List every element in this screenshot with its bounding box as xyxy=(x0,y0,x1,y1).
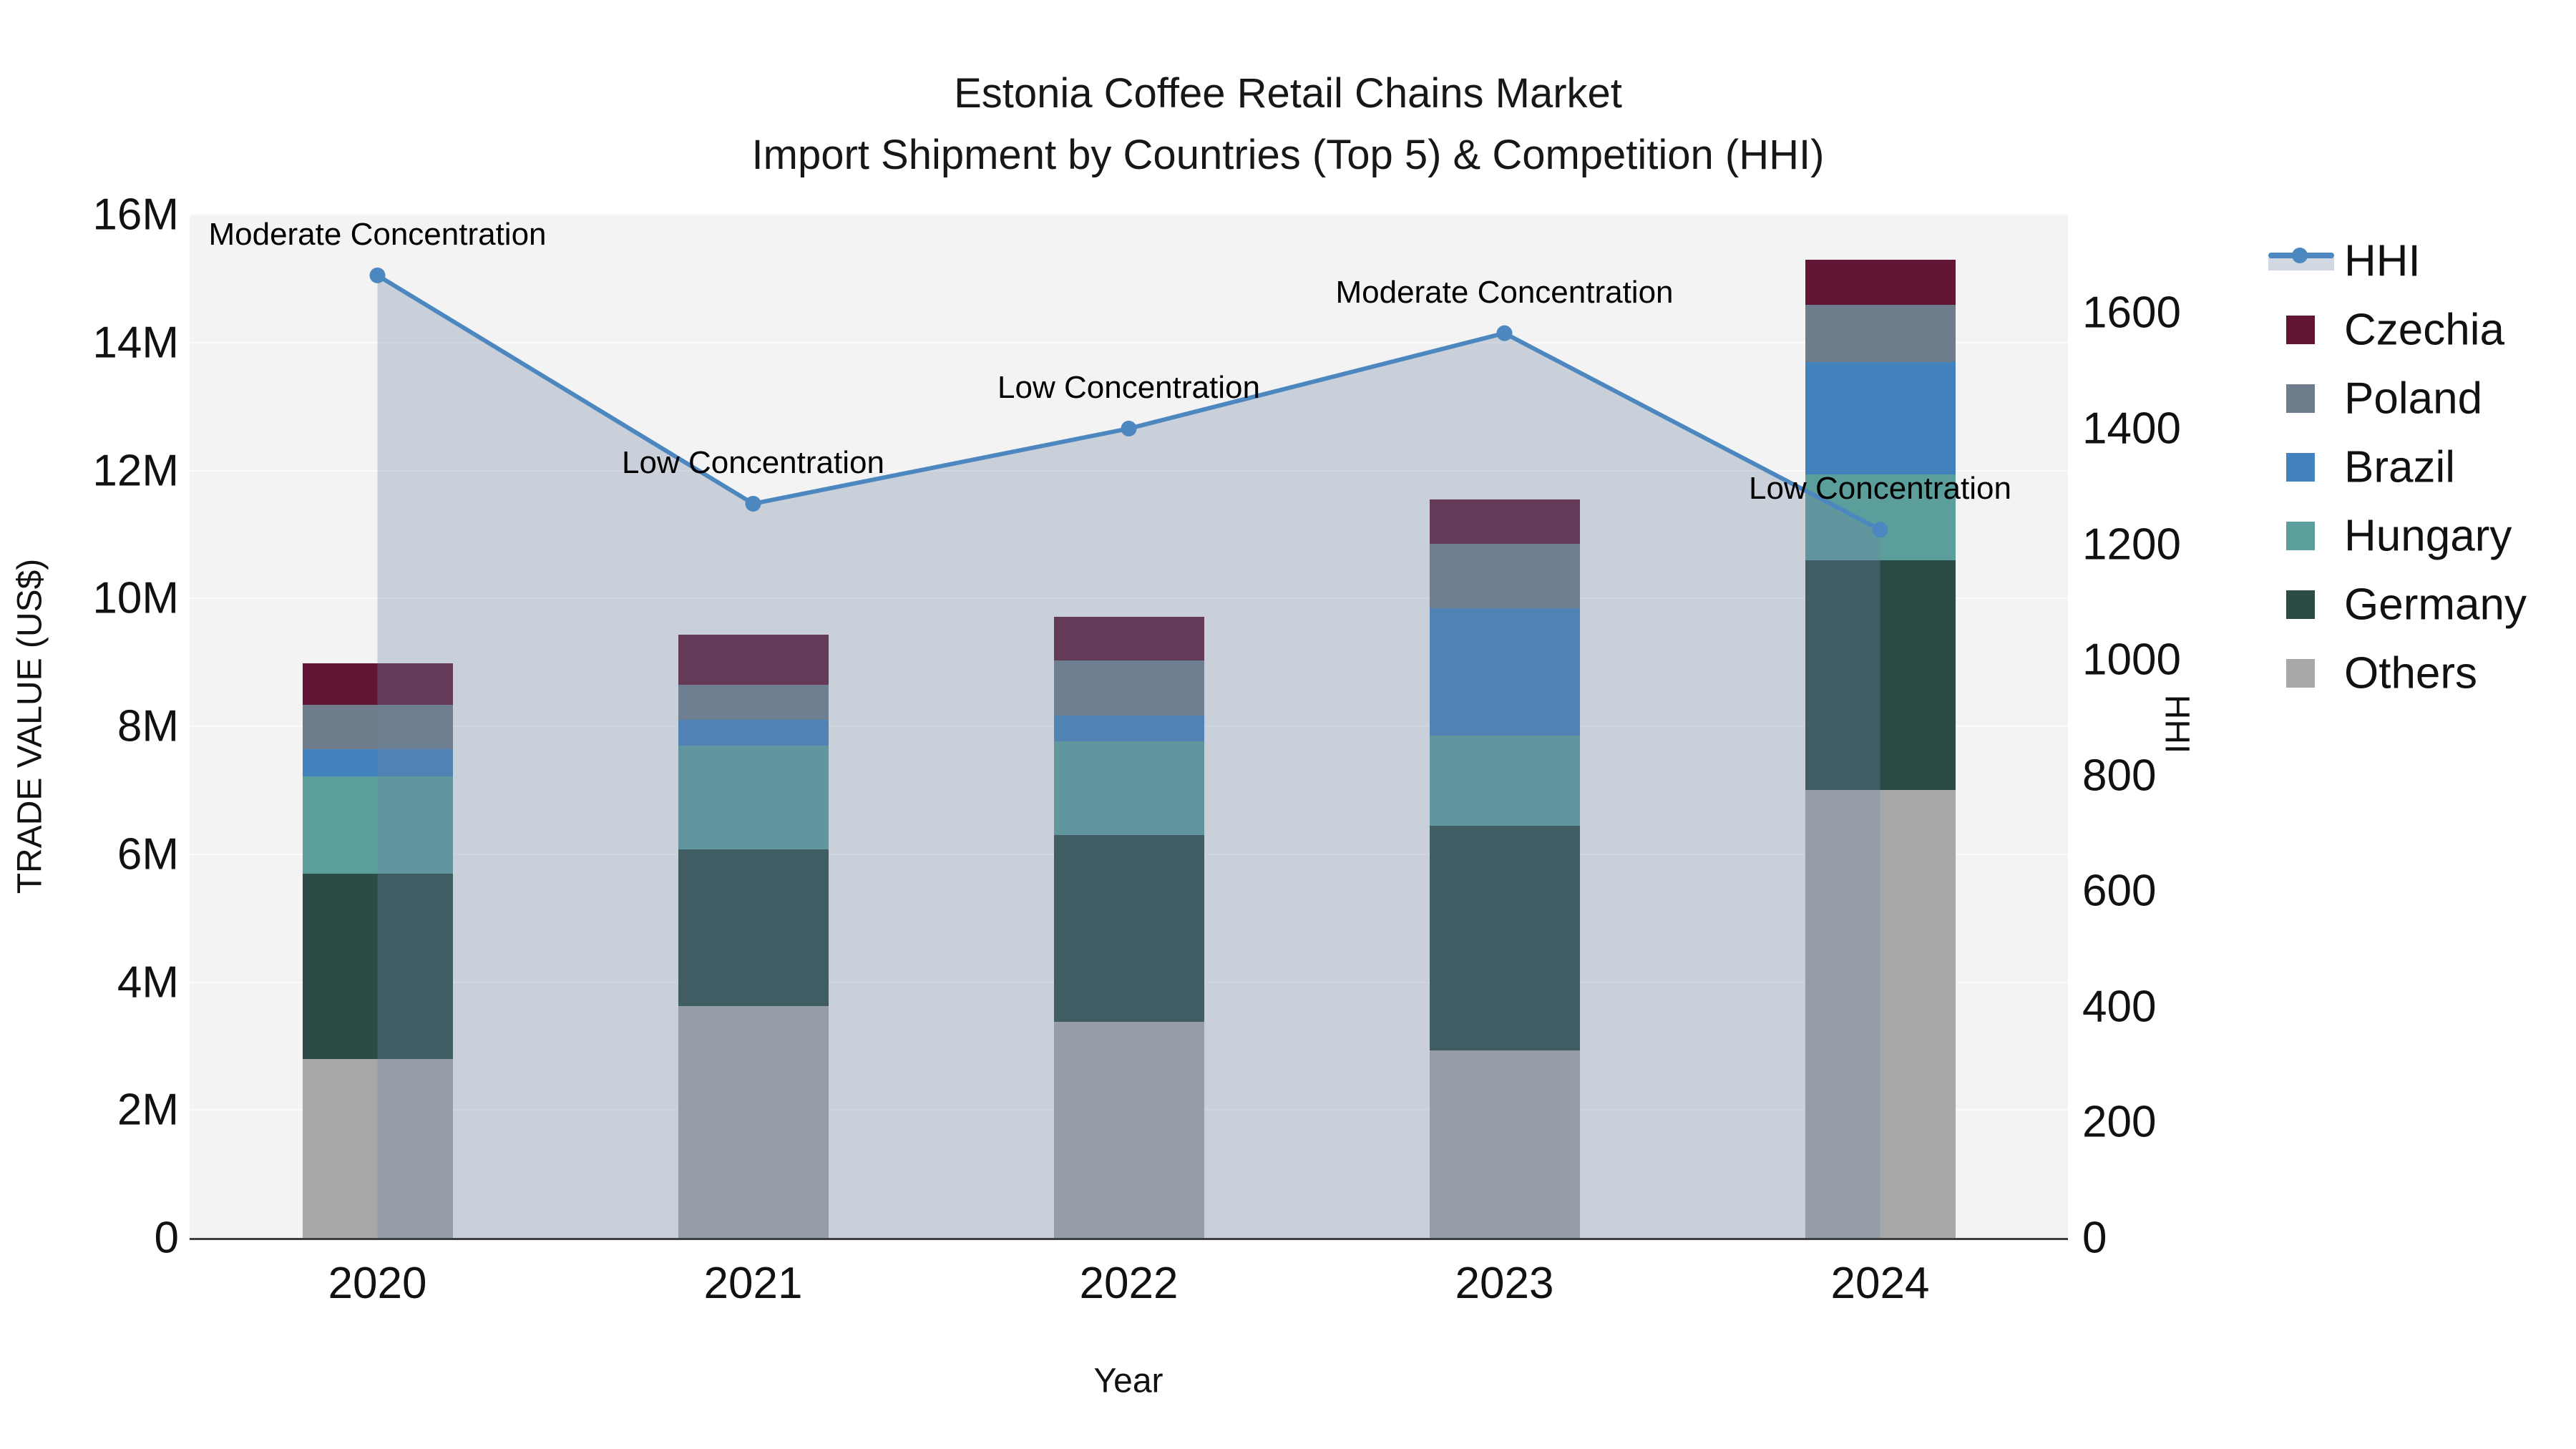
bar-segment-poland-2021[interactable] xyxy=(678,684,829,721)
bar-segment-germany-2024[interactable] xyxy=(1805,560,1956,791)
bar-segment-czechia-2023[interactable] xyxy=(1429,499,1580,545)
x-tick-2023: 2023 xyxy=(1455,1259,1554,1308)
chart-title: Estonia Coffee Retail Chains Market Impo… xyxy=(0,63,2576,186)
legend-label: Germany xyxy=(2344,580,2527,630)
x-tick-2021: 2021 xyxy=(703,1259,803,1308)
bar-segment-brazil-2021[interactable] xyxy=(678,720,829,746)
chart-title-line1: Estonia Coffee Retail Chains Market xyxy=(954,70,1622,117)
bar-segment-poland-2024[interactable] xyxy=(1805,305,1956,363)
y2-tick-1400: 1400 xyxy=(2082,404,2181,454)
y-tick-2M: 2M xyxy=(117,1085,179,1135)
bar-segment-germany-2022[interactable] xyxy=(1053,834,1204,1022)
legend-label: Poland xyxy=(2344,374,2483,424)
bar-segment-hungary-2020[interactable] xyxy=(302,776,453,874)
bar-segment-others-2023[interactable] xyxy=(1429,1050,1580,1238)
legend-item-poland[interactable]: Poland xyxy=(2268,364,2569,433)
y-tick-12M: 12M xyxy=(92,446,179,495)
gridline-10M xyxy=(190,597,2068,600)
germany-swatch-icon xyxy=(2286,590,2315,619)
hhi-line-icon xyxy=(2268,248,2334,271)
bar-segment-others-2021[interactable] xyxy=(678,1005,829,1238)
legend-item-hungary[interactable]: Hungary xyxy=(2268,502,2569,570)
bar-segment-hungary-2021[interactable] xyxy=(678,745,829,849)
czechia-swatch-icon xyxy=(2286,316,2315,344)
y-tick-16M: 16M xyxy=(92,190,179,240)
x-tick-2022: 2022 xyxy=(1079,1259,1179,1308)
legend-item-brazil[interactable]: Brazil xyxy=(2268,433,2569,502)
bar-segment-brazil-2020[interactable] xyxy=(302,749,453,776)
legend-label: HHI xyxy=(2344,236,2421,286)
legend-label: Others xyxy=(2344,648,2478,698)
chart-title-line2: Import Shipment by Countries (Top 5) & C… xyxy=(751,132,1825,178)
x-axis-title: Year xyxy=(1093,1362,1163,1400)
legend-label: Czechia xyxy=(2344,305,2504,355)
annotation-2022: Low Concentration xyxy=(997,369,1260,405)
bar-segment-poland-2020[interactable] xyxy=(302,704,453,750)
annotation-2023: Moderate Concentration xyxy=(1335,274,1674,310)
y2-tick-1600: 1600 xyxy=(2082,288,2181,338)
y2-tick-0: 0 xyxy=(2082,1213,2107,1263)
bar-segment-hungary-2022[interactable] xyxy=(1053,741,1204,835)
hhi-marker-2021[interactable] xyxy=(745,495,761,512)
bar-segment-poland-2022[interactable] xyxy=(1053,660,1204,716)
x-tick-2024: 2024 xyxy=(1830,1259,1930,1308)
legend: HHI Czechia Poland Brazil Hungary German… xyxy=(2268,227,2569,708)
bar-segment-czechia-2020[interactable] xyxy=(302,663,453,705)
y2-tick-200: 200 xyxy=(2082,1097,2157,1147)
bar-segment-germany-2020[interactable] xyxy=(302,873,453,1059)
plot-area[interactable]: Moderate Concentration Low Concentration L… xyxy=(190,214,2068,1240)
hhi-marker-2023[interactable] xyxy=(1496,325,1513,341)
bar-segment-others-2022[interactable] xyxy=(1053,1021,1204,1238)
hungary-swatch-icon xyxy=(2286,522,2315,550)
gridline-16M xyxy=(190,214,2068,215)
annotation-2024: Low Concentration xyxy=(1749,471,2011,507)
hhi-marker-2020[interactable] xyxy=(369,267,386,283)
legend-item-czechia[interactable]: Czechia xyxy=(2268,296,2569,364)
bar-segment-hungary-2023[interactable] xyxy=(1429,736,1580,826)
y2-tick-600: 600 xyxy=(2082,866,2157,916)
brazil-swatch-icon xyxy=(2286,453,2315,482)
y-tick-8M: 8M xyxy=(117,701,179,751)
y-tick-14M: 14M xyxy=(92,318,179,368)
y2-tick-800: 800 xyxy=(2082,751,2157,801)
others-swatch-icon xyxy=(2286,659,2315,688)
bar-segment-others-2020[interactable] xyxy=(302,1058,453,1238)
y-tick-6M: 6M xyxy=(117,829,179,879)
y2-tick-1000: 1000 xyxy=(2082,635,2181,685)
legend-label: Brazil xyxy=(2344,442,2456,492)
x-tick-2020: 2020 xyxy=(328,1259,427,1308)
bar-segment-germany-2021[interactable] xyxy=(678,849,829,1006)
y2-tick-1200: 1200 xyxy=(2082,519,2181,569)
legend-item-hhi[interactable]: HHI xyxy=(2268,227,2569,296)
annotation-2021: Low Concentration xyxy=(622,444,884,480)
hhi-marker-2022[interactable] xyxy=(1121,420,1137,436)
bar-segment-germany-2023[interactable] xyxy=(1429,825,1580,1051)
bar-segment-brazil-2022[interactable] xyxy=(1053,715,1204,741)
hhi-area-fill xyxy=(377,275,1880,1238)
y-tick-10M: 10M xyxy=(92,573,179,623)
bar-segment-brazil-2024[interactable] xyxy=(1805,362,1956,474)
gridline-14M xyxy=(190,341,2068,343)
gridline-12M xyxy=(190,469,2068,472)
annotation-2020: Moderate Concentration xyxy=(208,216,547,252)
bar-segment-hungary-2024[interactable] xyxy=(1805,474,1956,560)
bar-segment-czechia-2022[interactable] xyxy=(1053,617,1204,660)
legend-item-germany[interactable]: Germany xyxy=(2268,570,2569,639)
bar-segment-poland-2023[interactable] xyxy=(1429,544,1580,608)
y2-tick-400: 400 xyxy=(2082,982,2157,1032)
bar-segment-czechia-2021[interactable] xyxy=(678,635,829,685)
y2-axis-title: HHI xyxy=(2157,694,2196,754)
hhi-line-layer xyxy=(369,267,1888,1238)
legend-item-others[interactable]: Others xyxy=(2268,639,2569,708)
legend-label: Hungary xyxy=(2344,511,2512,561)
hhi-marker-2024[interactable] xyxy=(1872,522,1888,538)
bar-segment-czechia-2024[interactable] xyxy=(1805,260,1956,306)
y-tick-4M: 4M xyxy=(117,957,179,1007)
bar-segment-brazil-2023[interactable] xyxy=(1429,608,1580,736)
poland-swatch-icon xyxy=(2286,384,2315,413)
y-tick-0: 0 xyxy=(154,1213,179,1263)
bar-segment-others-2024[interactable] xyxy=(1805,790,1956,1238)
